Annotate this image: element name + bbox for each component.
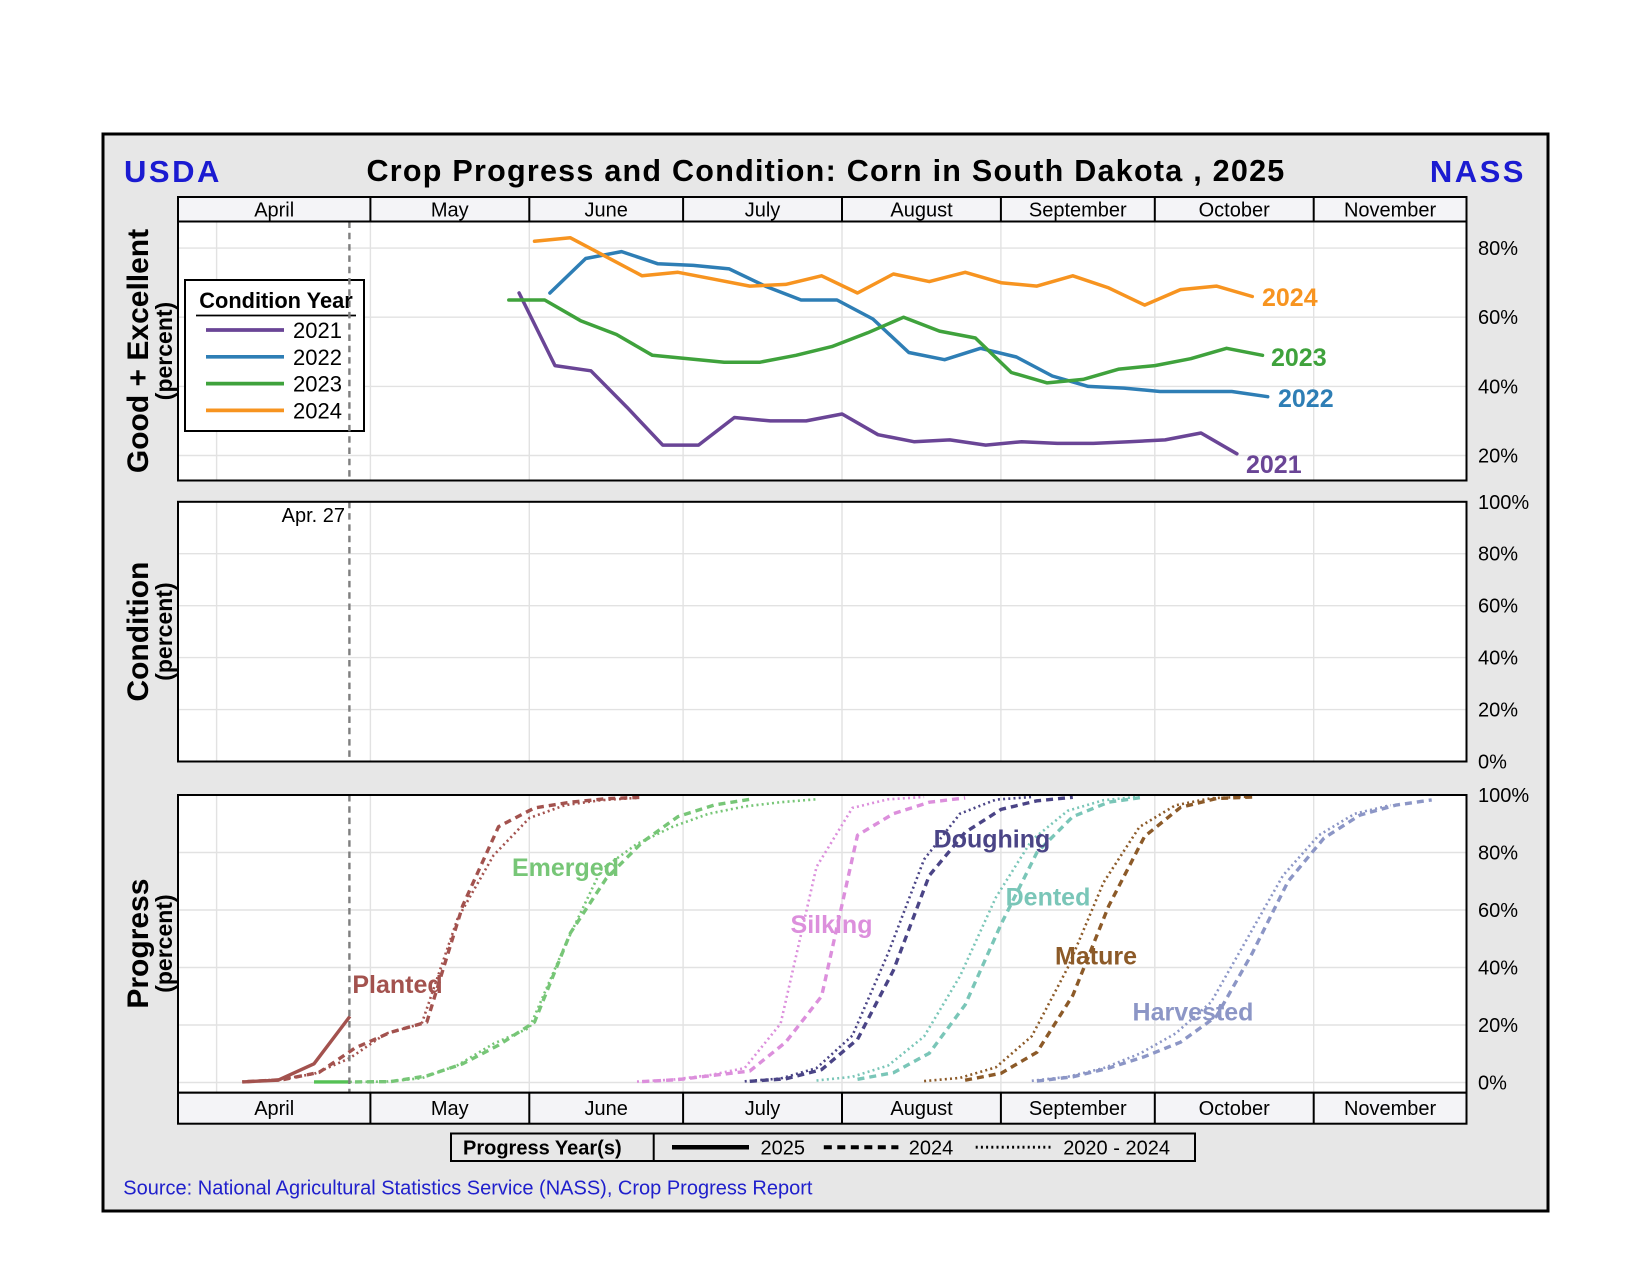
svg-text:Condition Year: Condition Year bbox=[199, 288, 353, 313]
svg-text:20%: 20% bbox=[1478, 700, 1518, 722]
svg-text:80%: 80% bbox=[1478, 843, 1518, 865]
svg-text:April: April bbox=[254, 1098, 294, 1120]
svg-text:USDA: USDA bbox=[124, 154, 222, 189]
svg-text:June: June bbox=[585, 1098, 628, 1120]
svg-text:Doughing: Doughing bbox=[934, 826, 1051, 854]
svg-text:40%: 40% bbox=[1478, 958, 1518, 980]
svg-text:2022: 2022 bbox=[1278, 385, 1334, 413]
svg-text:60%: 60% bbox=[1478, 900, 1518, 922]
svg-text:20%: 20% bbox=[1478, 1015, 1518, 1037]
svg-text:Dented: Dented bbox=[1006, 884, 1091, 912]
svg-text:Good + Excellent: Good + Excellent bbox=[122, 229, 155, 473]
svg-text:Planted: Planted bbox=[352, 971, 442, 999]
svg-text:100%: 100% bbox=[1478, 492, 1529, 514]
svg-text:July: July bbox=[745, 200, 781, 222]
svg-text:20%: 20% bbox=[1478, 446, 1518, 468]
svg-text:October: October bbox=[1199, 1098, 1270, 1120]
svg-text:Emerged: Emerged bbox=[512, 854, 619, 882]
svg-text:Silking: Silking bbox=[791, 911, 873, 939]
svg-text:2024: 2024 bbox=[293, 398, 342, 423]
svg-text:2023: 2023 bbox=[293, 372, 342, 397]
svg-text:0%: 0% bbox=[1478, 752, 1507, 774]
svg-text:2024: 2024 bbox=[1262, 284, 1318, 312]
svg-text:40%: 40% bbox=[1478, 648, 1518, 670]
svg-text:Source: National Agricultural: Source: National Agricultural Statistics… bbox=[123, 1178, 813, 1200]
svg-text:August: August bbox=[890, 200, 953, 222]
svg-text:2025: 2025 bbox=[761, 1138, 806, 1160]
svg-text:September: September bbox=[1029, 1098, 1127, 1120]
svg-text:May: May bbox=[431, 200, 469, 222]
svg-text:Harvested: Harvested bbox=[1133, 999, 1254, 1027]
svg-text:60%: 60% bbox=[1478, 307, 1518, 329]
svg-text:2024: 2024 bbox=[909, 1138, 954, 1160]
svg-text:July: July bbox=[745, 1098, 781, 1120]
svg-text:2022: 2022 bbox=[293, 345, 342, 370]
svg-text:NASS: NASS bbox=[1430, 154, 1526, 189]
svg-text:(percent): (percent) bbox=[151, 894, 177, 992]
svg-text:80%: 80% bbox=[1478, 238, 1518, 260]
svg-text:Apr. 27: Apr. 27 bbox=[282, 505, 345, 527]
svg-text:60%: 60% bbox=[1478, 596, 1518, 618]
svg-text:Mature: Mature bbox=[1055, 943, 1137, 971]
svg-text:April: April bbox=[254, 200, 294, 222]
svg-text:(percent): (percent) bbox=[151, 302, 177, 400]
svg-text:80%: 80% bbox=[1478, 544, 1518, 566]
svg-text:100%: 100% bbox=[1478, 785, 1529, 807]
svg-text:40%: 40% bbox=[1478, 376, 1518, 398]
svg-text:2021: 2021 bbox=[1246, 451, 1302, 479]
svg-text:0%: 0% bbox=[1478, 1073, 1507, 1095]
svg-text:Progress: Progress bbox=[122, 879, 155, 1009]
svg-text:October: October bbox=[1199, 200, 1270, 222]
svg-text:Condition: Condition bbox=[122, 562, 155, 702]
svg-text:May: May bbox=[431, 1098, 469, 1120]
svg-text:Crop Progress and Condition: C: Crop Progress and Condition: Corn in Sou… bbox=[367, 154, 1286, 188]
svg-text:2023: 2023 bbox=[1271, 344, 1327, 372]
svg-text:2020 - 2024: 2020 - 2024 bbox=[1063, 1138, 1170, 1160]
svg-text:August: August bbox=[890, 1098, 953, 1120]
svg-text:June: June bbox=[585, 200, 628, 222]
svg-text:Progress Year(s): Progress Year(s) bbox=[463, 1138, 622, 1160]
svg-text:September: September bbox=[1029, 200, 1127, 222]
svg-text:November: November bbox=[1344, 1098, 1437, 1120]
svg-text:November: November bbox=[1344, 200, 1437, 222]
svg-text:2021: 2021 bbox=[293, 318, 342, 343]
svg-text:(percent): (percent) bbox=[151, 582, 177, 680]
